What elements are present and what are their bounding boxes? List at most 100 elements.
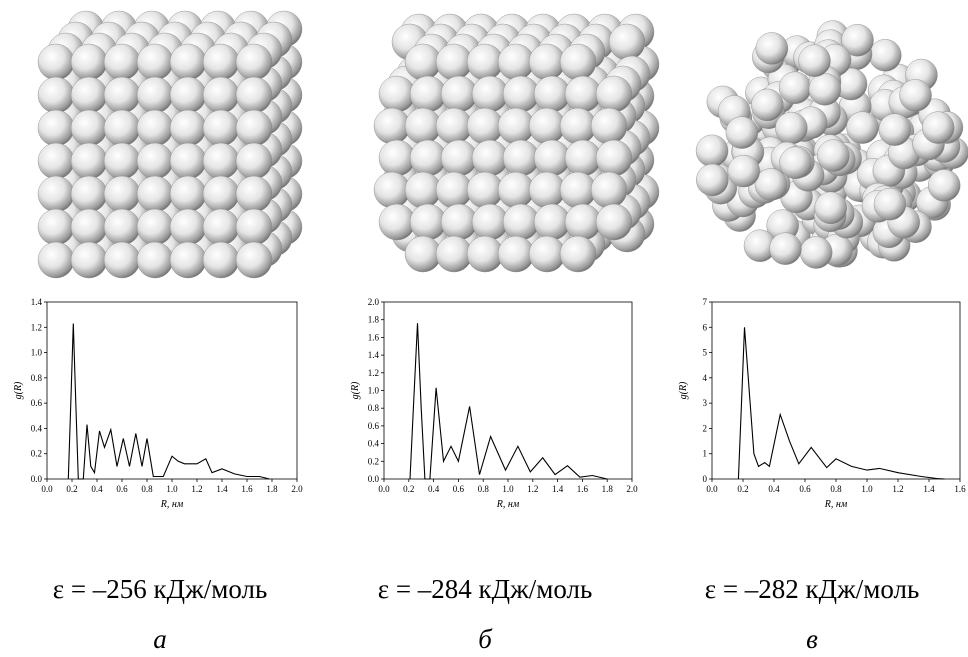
- sphere: [467, 172, 503, 208]
- y-tick-label: 1.2: [31, 322, 42, 332]
- sphere: [170, 44, 206, 80]
- sphere: [869, 39, 901, 71]
- sphere: [405, 236, 441, 272]
- y-tick-label: 2: [703, 423, 708, 433]
- sphere: [565, 204, 601, 240]
- x-tick-label: 0.2: [66, 484, 77, 494]
- sphere: [137, 44, 173, 80]
- sphere: [498, 44, 534, 80]
- sphere: [410, 204, 446, 240]
- sphere: [170, 209, 206, 245]
- sphere: [728, 155, 760, 187]
- plot-frame: [47, 302, 297, 479]
- x-axis-label: R, нм: [496, 499, 520, 510]
- sphere: [236, 209, 272, 245]
- y-axis-label: g(R): [350, 381, 361, 399]
- sphere: [71, 44, 107, 80]
- sphere: [410, 140, 446, 176]
- sphere: [591, 108, 627, 144]
- sphere: [137, 242, 173, 278]
- sphere: [436, 172, 472, 208]
- y-tick-label: 1.6: [368, 332, 380, 342]
- sphere: [696, 135, 728, 167]
- x-tick-label: 1.4: [552, 484, 564, 494]
- sphere: [104, 209, 140, 245]
- sphere: [751, 89, 783, 121]
- x-tick-label: 1.0: [861, 484, 873, 494]
- sphere: [379, 140, 415, 176]
- sphere: [503, 204, 539, 240]
- x-tick-label: 0.0: [41, 484, 53, 494]
- y-tick-label: 1.2: [368, 368, 379, 378]
- sphere: [236, 110, 272, 146]
- sphere: [38, 209, 74, 245]
- y-tick-label: 0: [703, 474, 708, 484]
- x-axis-label: R, нм: [160, 499, 184, 510]
- sphere: [236, 143, 272, 179]
- sphere: [170, 143, 206, 179]
- sphere: [38, 176, 74, 212]
- sphere: [779, 72, 811, 104]
- sphere: [104, 242, 140, 278]
- sphere: [170, 77, 206, 113]
- sphere: [874, 188, 906, 220]
- sphere: [529, 172, 565, 208]
- sphere: [374, 108, 410, 144]
- sphere: [441, 140, 477, 176]
- sphere: [203, 176, 239, 212]
- y-tick-label: 0.0: [368, 474, 380, 484]
- sphere: [560, 172, 596, 208]
- x-tick-label: 0.4: [768, 484, 780, 494]
- sphere: [726, 117, 758, 149]
- line: [410, 323, 607, 479]
- sphere: [498, 236, 534, 272]
- sphere: [405, 108, 441, 144]
- sphere: [756, 32, 788, 64]
- sphere: [472, 204, 508, 240]
- sphere: [534, 76, 570, 112]
- sphere: [815, 192, 847, 224]
- sphere: [405, 44, 441, 80]
- sphere: [467, 44, 503, 80]
- sphere: [203, 44, 239, 80]
- sphere: [71, 143, 107, 179]
- y-tick-label: 0.4: [368, 439, 380, 449]
- x-tick-label: 0.8: [830, 484, 842, 494]
- y-tick-label: 2.0: [368, 297, 380, 307]
- sphere: [71, 77, 107, 113]
- sphere: [38, 44, 74, 80]
- sphere: [203, 77, 239, 113]
- sphere: [769, 233, 801, 265]
- sphere: [560, 44, 596, 80]
- sphere: [879, 114, 911, 146]
- sphere: [472, 76, 508, 112]
- caption: ε = –256 кДж/моль: [53, 574, 268, 604]
- sphere: [104, 176, 140, 212]
- sphere: [71, 242, 107, 278]
- x-tick-label: 1.2: [191, 484, 202, 494]
- y-tick-label: 1.8: [368, 315, 380, 325]
- sphere: [529, 44, 565, 80]
- sphere: [203, 110, 239, 146]
- sphere: [529, 236, 565, 272]
- caption: ε = –284 кДж/моль: [378, 574, 593, 604]
- sphere: [809, 73, 841, 105]
- x-tick-label: 1.4: [923, 484, 935, 494]
- y-tick-label: 6: [703, 322, 708, 332]
- sphere: [467, 108, 503, 144]
- sphere: [137, 176, 173, 212]
- sphere: [410, 76, 446, 112]
- sphere: [236, 44, 272, 80]
- sphere: [436, 108, 472, 144]
- x-tick-label: 0.2: [737, 484, 748, 494]
- x-tick-label: 0.4: [91, 484, 103, 494]
- sphere: [374, 172, 410, 208]
- sphere: [436, 44, 472, 80]
- sphere: [137, 143, 173, 179]
- y-tick-label: 0.2: [368, 456, 379, 466]
- sphere: [104, 44, 140, 80]
- sphere: [779, 147, 811, 179]
- y-tick-label: 3: [703, 398, 708, 408]
- sphere: [565, 76, 601, 112]
- x-tick-label: 0.6: [453, 484, 465, 494]
